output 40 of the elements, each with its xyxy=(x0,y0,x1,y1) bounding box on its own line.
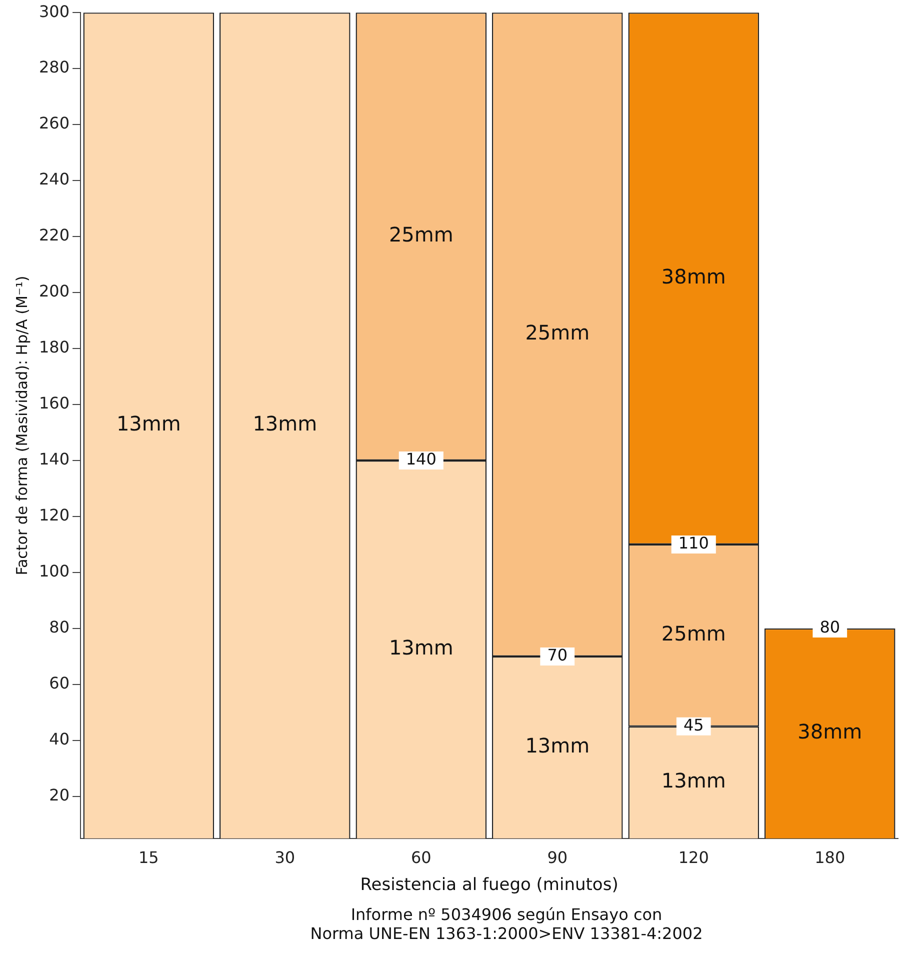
y-tick-label: 140 xyxy=(38,450,70,469)
y-tick-label: 200 xyxy=(38,282,70,301)
text: 13mm xyxy=(388,636,454,660)
series-label: 13mm xyxy=(661,768,726,793)
series-label: 25mm xyxy=(661,622,726,646)
annotation: 70 xyxy=(547,646,568,665)
y-tick-label: 80 xyxy=(49,618,70,637)
y-tick-label: 120 xyxy=(38,506,70,525)
y-tick-label: 180 xyxy=(38,338,70,357)
y-tick-label: 100 xyxy=(38,562,70,581)
text: 25mm xyxy=(388,222,454,247)
x-tick-label: 90 xyxy=(547,848,568,868)
x-tick-label: 30 xyxy=(274,848,296,868)
annotation: 80 xyxy=(820,618,840,637)
text: 13mm xyxy=(252,412,318,436)
text: Norma UNE-EN 1363-1:2000>ENV 13381-4:2002 xyxy=(309,924,704,943)
text: 13mm xyxy=(116,412,181,436)
x-tick-label: 180 xyxy=(814,848,846,868)
x-tick-label: 60 xyxy=(410,848,432,868)
y-tick-label: 240 xyxy=(38,170,70,189)
y-axis-title: Factor de forma (Masividad): Hp/A (M⁻¹) xyxy=(12,276,31,576)
x-axis-title: Resistencia al fuego (minutos) xyxy=(360,875,618,896)
annotation: 110 xyxy=(678,534,709,553)
y-tick-label: 280 xyxy=(38,58,70,77)
annotation: 45 xyxy=(683,716,704,735)
y-tick-label: 220 xyxy=(38,226,70,245)
y-tick-label: 60 xyxy=(49,674,70,693)
x-tick-label: 15 xyxy=(138,848,159,868)
annotation: 140 xyxy=(406,450,436,469)
text: 38mm xyxy=(798,720,862,744)
text: Informe nº 5034906 según Ensayo con xyxy=(350,905,664,924)
y-tick-label: 300 xyxy=(38,2,70,21)
y-tick-label: 20 xyxy=(49,786,70,805)
y-tick-label: 40 xyxy=(49,730,70,749)
x-tick-label: 120 xyxy=(678,848,709,868)
text: 25mm xyxy=(525,320,590,345)
y-tick-label: 160 xyxy=(38,394,70,413)
series-label: 38mm xyxy=(661,264,726,289)
y-tick-label: 260 xyxy=(38,114,70,133)
text: 13mm xyxy=(525,734,590,758)
